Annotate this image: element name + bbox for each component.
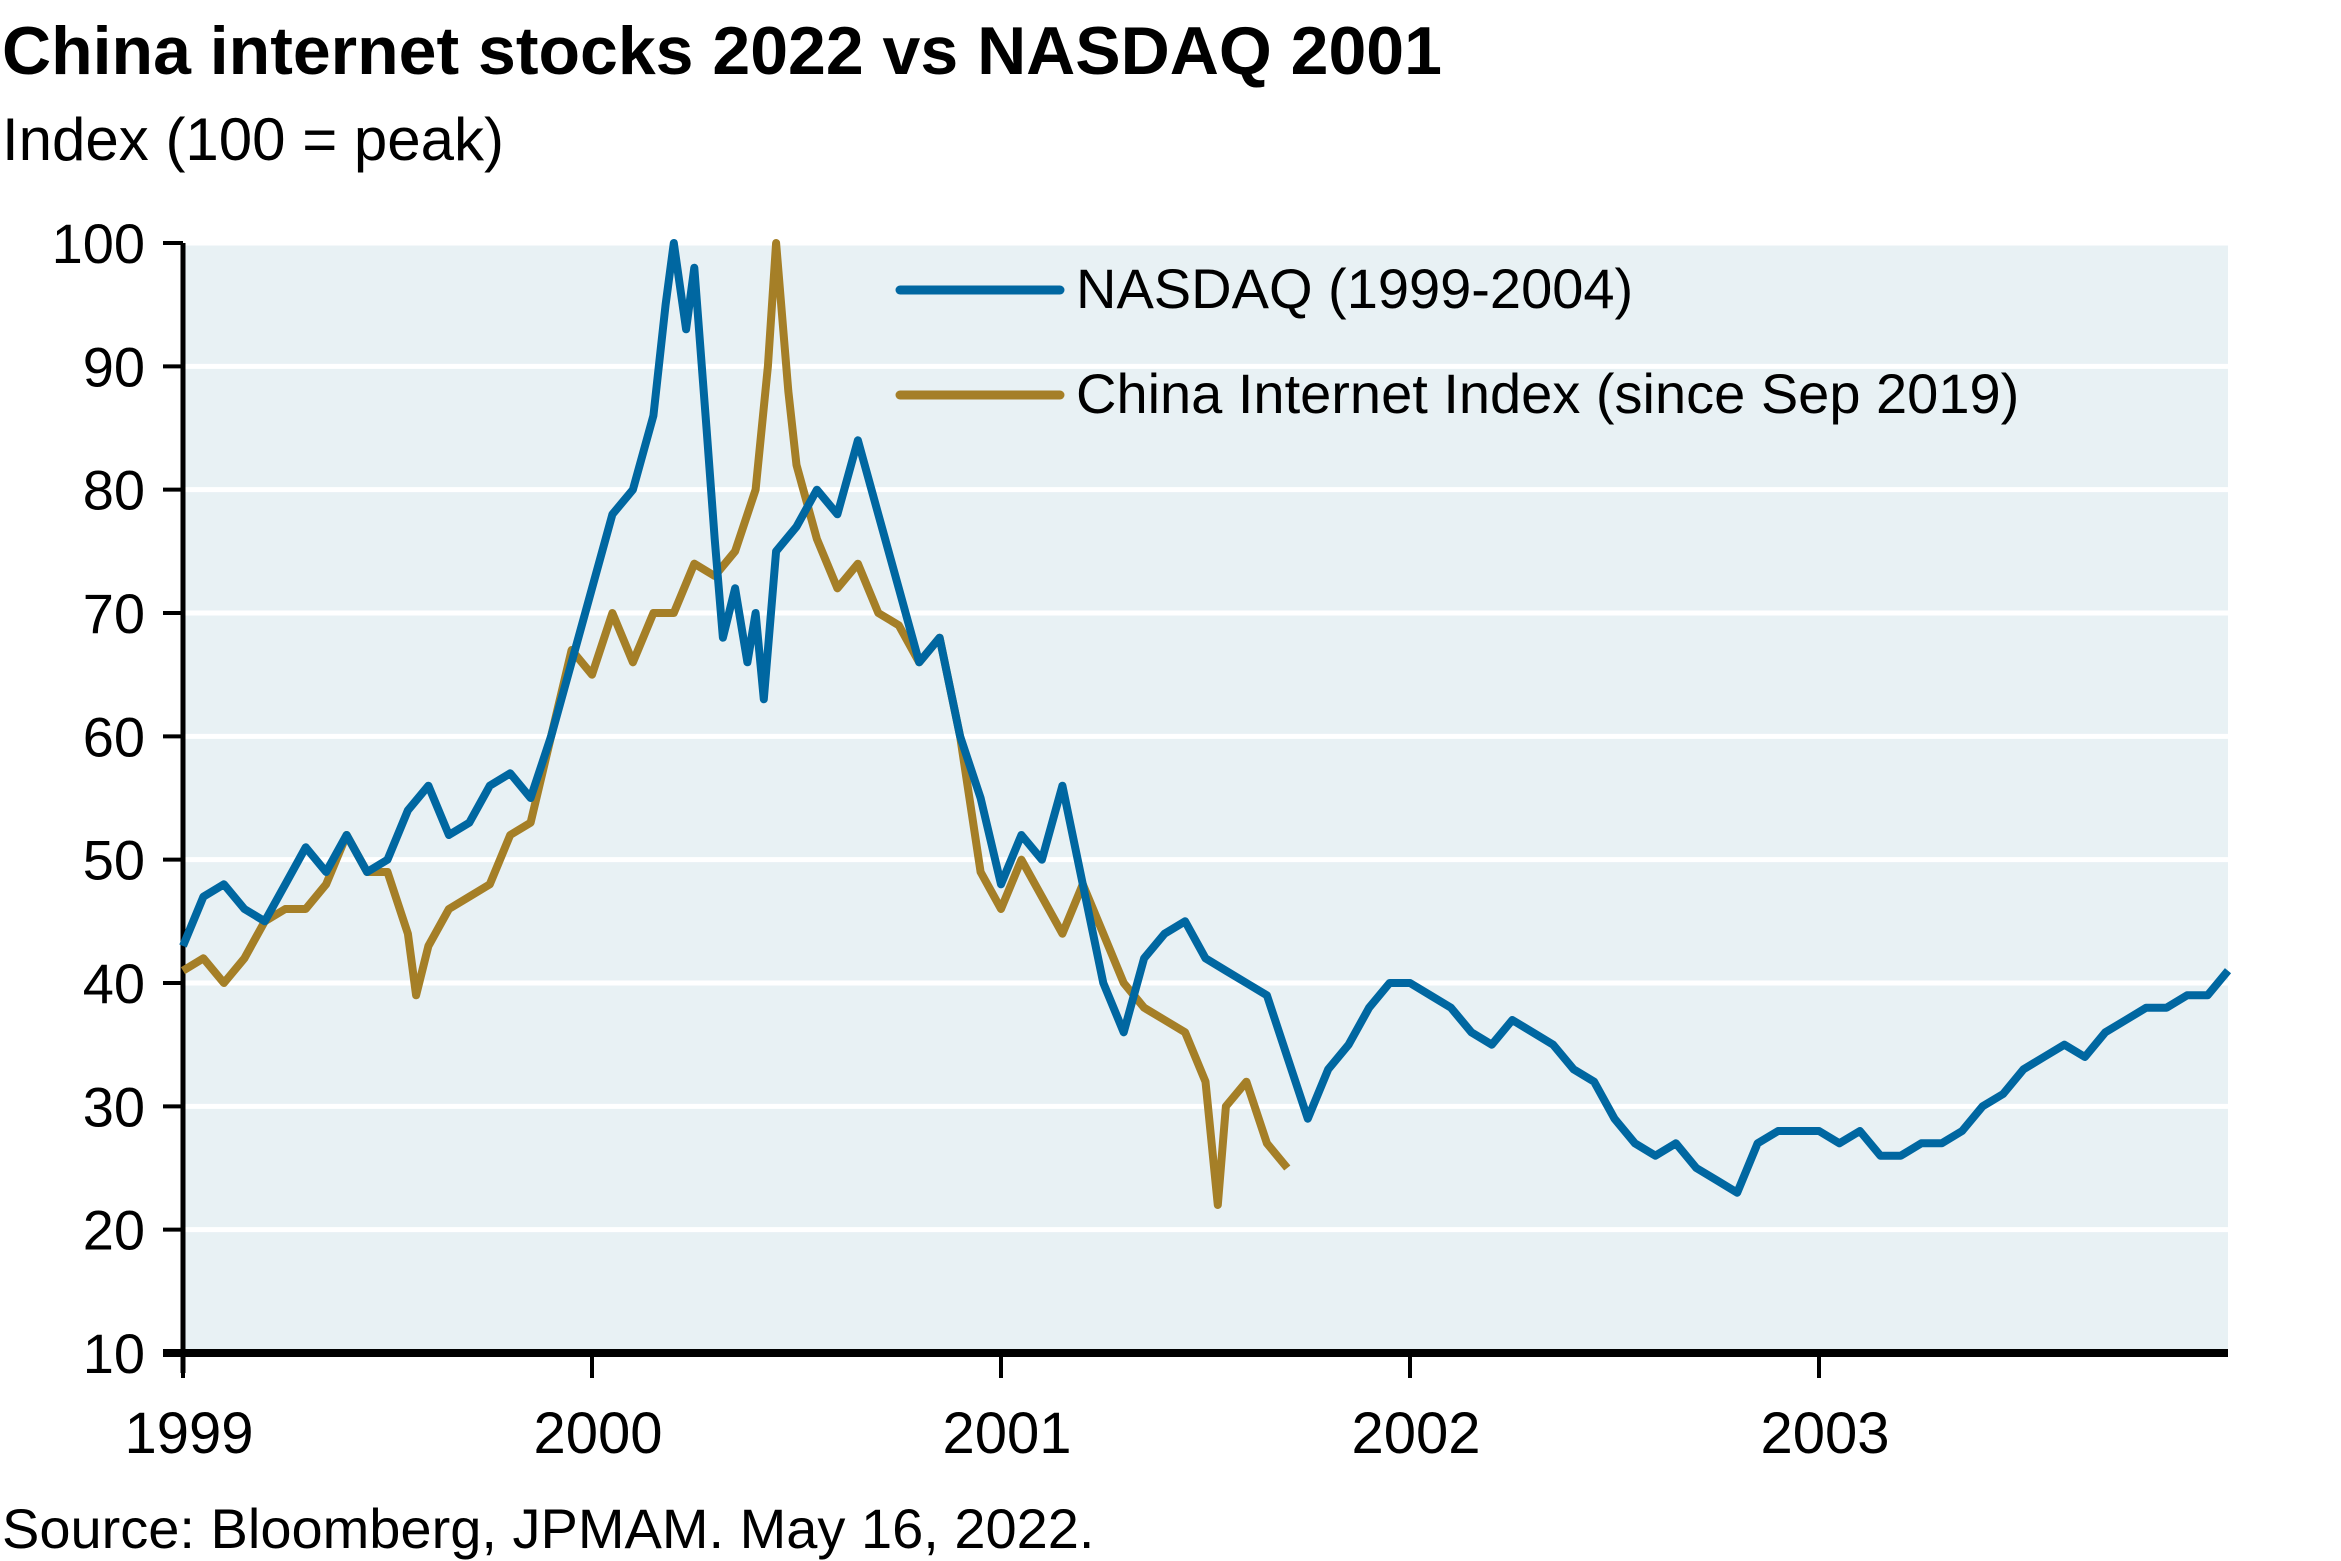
y-tick-label: 20: [83, 1199, 145, 1262]
y-tick-label: 100: [52, 212, 145, 275]
legend-label-nasdaq: NASDAQ (1999-2004): [1076, 257, 1633, 320]
chart-subtitle: Index (100 = peak): [2, 106, 504, 173]
series-line-nasdaq: [179, 239, 2232, 1197]
plot-background: [183, 243, 2228, 1353]
y-tick-label: 90: [83, 335, 145, 398]
y-tick-label: 10: [83, 1322, 145, 1385]
x-tick-label: 1999: [124, 1401, 253, 1466]
x-axis: 1999 2000 2001 2002 2003: [124, 1349, 2228, 1466]
y-tick-label: 80: [83, 459, 145, 522]
y-tick-label: 60: [83, 705, 145, 768]
x-tick-label: 2003: [1760, 1401, 1889, 1466]
y-tick-label: 50: [83, 829, 145, 892]
legend-label-china: China Internet Index (since Sep 2019): [1076, 362, 2019, 425]
source-note: Source: Bloomberg, JPMAM. May 16, 2022.: [2, 1497, 1095, 1560]
x-tick-label: 2002: [1351, 1401, 1480, 1466]
x-tick-label: 2000: [533, 1401, 662, 1466]
y-tick-label: 30: [83, 1075, 145, 1138]
series-lines: [179, 239, 2232, 1209]
y-tick-label: 40: [83, 952, 145, 1015]
x-tick-label: 2001: [942, 1401, 1071, 1466]
y-axis: 10 20 30 40 50 60 70 80 90 100: [52, 212, 186, 1385]
y-tick-label: 70: [83, 582, 145, 645]
legend: NASDAQ (1999-2004) China Internet Index …: [895, 257, 2019, 425]
series-line-china: [180, 239, 1291, 1209]
chart-title: China internet stocks 2022 vs NASDAQ 200…: [2, 13, 1442, 89]
